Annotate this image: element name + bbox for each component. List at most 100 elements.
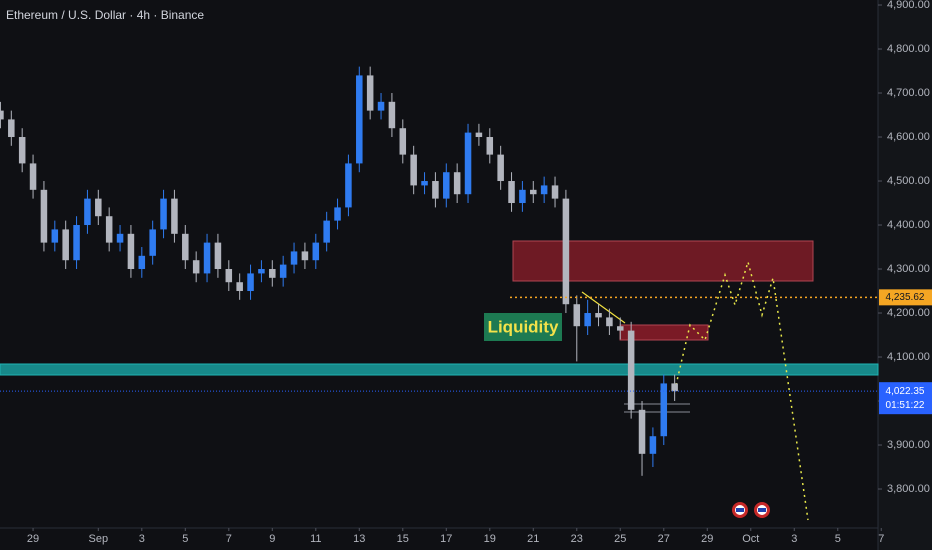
plot-area [0,66,878,476]
candle-body [432,181,439,199]
candle-body [0,110,4,120]
x-tick-label: Sep [89,533,109,545]
y-tick-label: 4,200.00 [887,307,930,319]
candle-body [649,436,657,454]
candle-body [225,269,233,283]
candle-body [192,260,200,274]
candle-body [312,242,320,261]
candle-body [8,119,15,138]
x-tick-label: 11 [310,533,321,545]
candle-body [584,313,591,327]
candle-body [377,101,385,111]
candle-body [410,154,417,186]
candle-body [247,273,254,292]
y-tick-label: 4,300.00 [887,263,930,275]
x-tick-label: 23 [571,533,583,545]
candle-body [323,220,330,243]
candle-body [443,172,450,199]
candle-body [62,229,69,261]
annotation-box [484,313,562,341]
x-tick-label: 3 [139,533,145,545]
candle-body [290,251,298,265]
x-tick-label: 25 [614,533,626,545]
x-tick-label: 13 [353,533,365,545]
candle-body [519,189,526,204]
candle-body [660,383,668,437]
y-tick-label: 3,900.00 [887,439,930,451]
price-line-tag [879,289,932,306]
price-line-label: 4,235.62 [886,292,925,303]
candle-body [388,101,396,129]
candle-body [236,282,243,292]
candle-body [606,317,613,327]
candle-body [73,225,80,261]
y-tick-label: 4,600.00 [887,131,930,143]
candle-body [399,128,407,155]
candle-body [530,189,537,195]
candle-body [497,154,504,182]
x-tick-label: 5 [182,533,188,545]
x-tick-label: Oct [742,533,759,545]
chart-title: Ethereum / U.S. Dollar · 4h · Binance [6,8,204,22]
supply-zone [512,240,814,282]
x-tick-label: 15 [397,533,409,545]
candle-body [51,229,59,243]
candle-body [573,304,581,327]
candle-body [508,181,515,204]
candle-body [105,216,113,243]
projection-path [675,259,809,521]
candle-body [671,383,678,392]
price-axis-bg [878,0,932,550]
candle-body [182,233,189,261]
x-tick-label: 5 [835,533,841,545]
candle-body [366,75,374,111]
x-tick-label: 29 [27,533,39,545]
x-tick-label: 27 [658,533,670,545]
candle-body [127,233,135,270]
event-icon [754,502,770,518]
last-price-label: 4,022.35 [886,386,925,397]
candle-body [138,255,146,270]
y-tick-label: 4,800.00 [887,43,930,55]
x-tick-label: 17 [440,533,452,545]
candle-body [214,242,222,270]
event-icon [732,502,748,518]
y-tick-label: 4,700.00 [887,87,930,99]
candle-body [84,198,91,226]
candle-body [627,330,635,410]
y-tick-label: 4,100.00 [887,351,930,363]
candle-body [171,198,178,234]
candle-body [269,269,276,278]
y-tick-label: 3,800.00 [887,483,930,495]
y-tick-label: 4,500.00 [887,175,930,187]
candle-body [279,264,287,278]
support-zone [0,363,879,376]
candle-body [301,251,309,261]
x-tick-label: 7 [878,533,884,545]
candle-body [595,313,602,318]
candle-body [29,163,37,190]
candle-body [540,185,548,195]
candle-body [203,242,211,274]
x-tick-label: 19 [484,533,496,545]
candle-body [18,137,26,164]
x-tick-label: 9 [269,533,275,545]
trend-line [581,291,626,324]
x-tick-label: 29 [701,533,713,545]
x-tick-label: 21 [527,533,539,545]
candle-body [562,198,570,305]
candle-body [486,137,494,155]
candle-body [149,229,156,256]
x-tick-label: 7 [226,533,232,545]
x-tick-label: 3 [791,533,797,545]
candle-body [356,75,363,164]
candle-body [475,132,483,138]
y-tick-label: 4,900.00 [887,0,930,11]
y-tick-label: 4,400.00 [887,219,930,231]
candle-body [551,185,559,199]
countdown-label: 01:51:22 [886,400,925,411]
annotation-label: Liquidity [488,317,559,336]
candle-body [334,207,341,221]
